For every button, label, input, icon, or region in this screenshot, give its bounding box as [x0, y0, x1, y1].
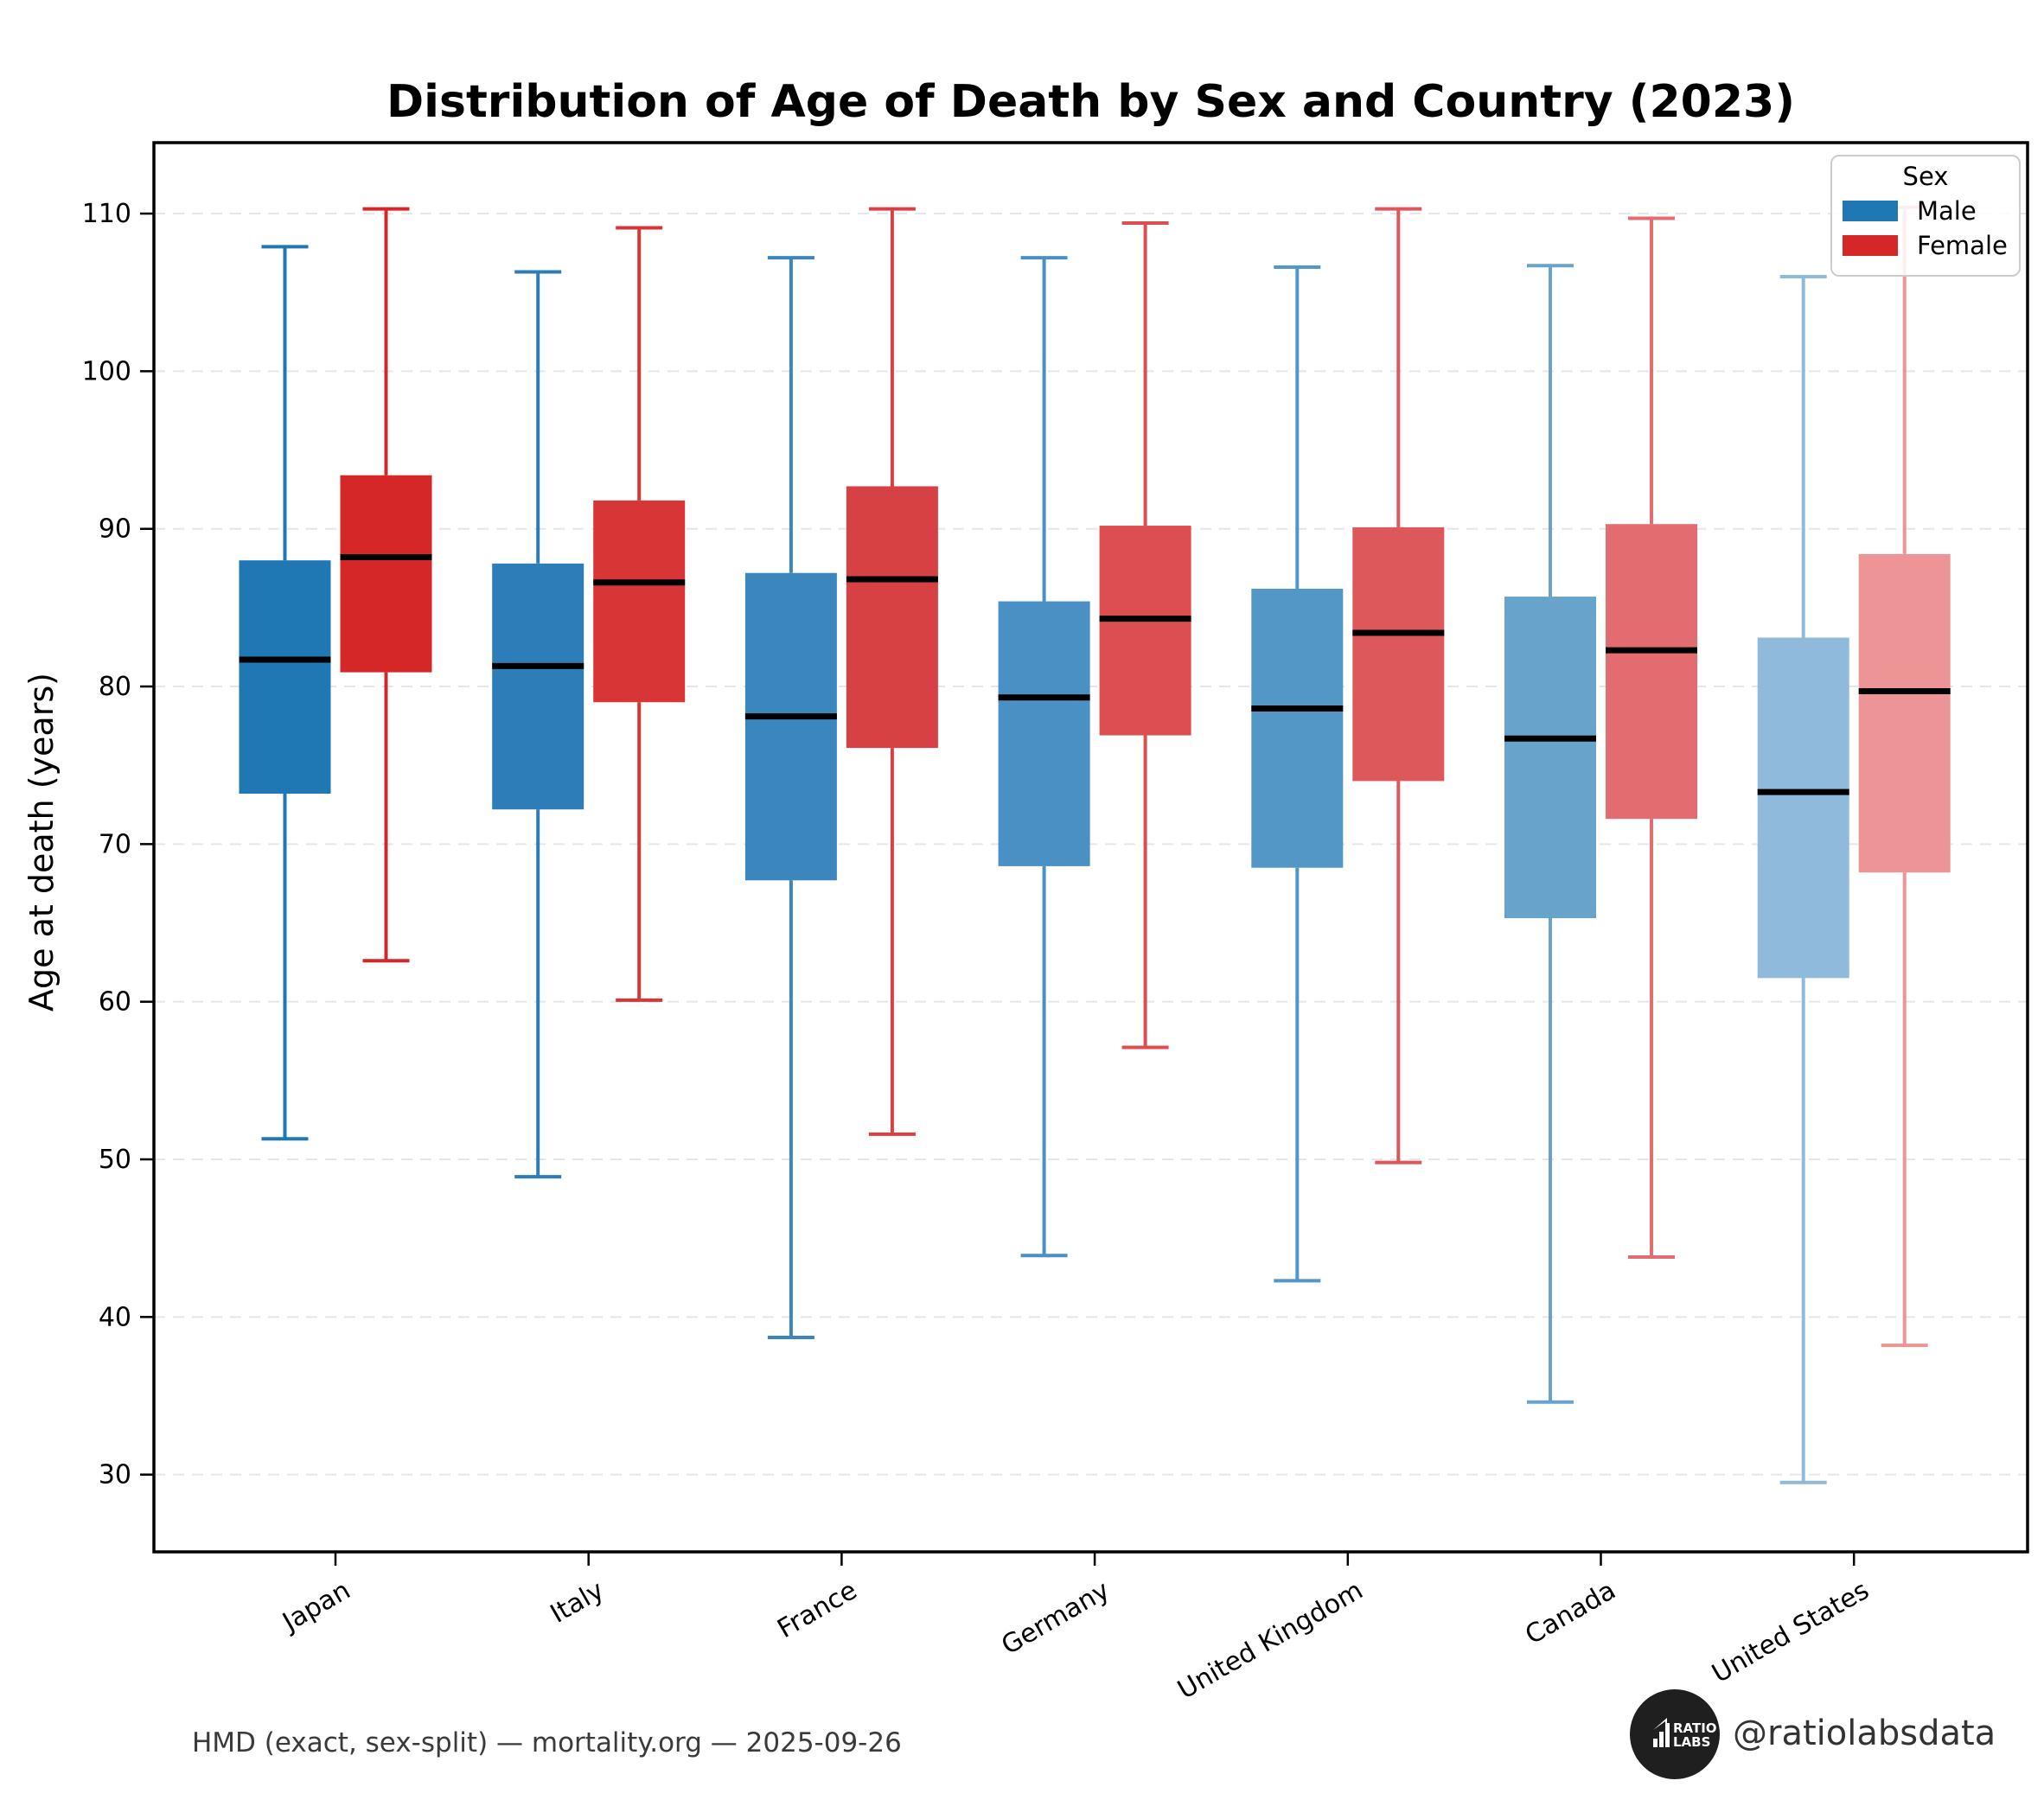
chart-title: Distribution of Age of Death by Sex and …: [386, 76, 1795, 128]
y-tick-label-70: 70: [99, 829, 131, 859]
box-female-united-kingdom: [1352, 527, 1445, 782]
box-male-germany: [998, 601, 1090, 866]
box-female-germany: [1099, 526, 1191, 736]
box-female-italy: [593, 500, 686, 703]
y-tick-label-80: 80: [99, 672, 131, 702]
legend-row-male: Male: [1843, 196, 2009, 226]
box-male-canada: [1504, 597, 1596, 919]
social-handle: @ratiolabsdata: [1733, 1714, 1996, 1753]
y-tick-label-40: 40: [99, 1302, 131, 1332]
plot-frame: [152, 141, 2029, 1554]
logo-text-line1: RATIO: [1673, 1720, 1717, 1736]
box-male-japan: [239, 560, 331, 795]
data-source-caption: HMD (exact, sex-split) — mortality.org —…: [192, 1727, 902, 1758]
y-tick-label-30: 30: [99, 1460, 131, 1490]
box-female-canada: [1606, 524, 1697, 820]
box-male-united-states: [1757, 637, 1849, 979]
bar-chart-icon: [1653, 1718, 1670, 1747]
legend-row-female: Female: [1843, 231, 2009, 260]
ratio-labs-logo: RATIO LABS: [1630, 1689, 1720, 1779]
box-female-united-states: [1858, 553, 1951, 873]
logo-text-line2: LABS: [1673, 1734, 1710, 1750]
male-color-swatch: [1843, 201, 1898, 221]
box-male-italy: [492, 563, 584, 810]
female-color-swatch: [1843, 235, 1898, 256]
y-tick-label-110: 110: [82, 199, 131, 229]
box-female-france: [846, 486, 938, 749]
legend-label-male: Male: [1917, 196, 1977, 226]
y-tick-label-60: 60: [99, 987, 131, 1018]
legend: Sex Male Female: [1830, 155, 2021, 277]
legend-title: Sex: [1902, 162, 1949, 191]
box-male-france: [744, 572, 837, 881]
box-male-united-kingdom: [1251, 588, 1344, 868]
y-tick-label-100: 100: [82, 356, 131, 386]
y-tick-label-90: 90: [99, 514, 131, 545]
legend-label-female: Female: [1917, 231, 2008, 260]
y-tick-label-50: 50: [99, 1145, 131, 1175]
y-axis-label: Age at death (years): [22, 673, 61, 1012]
box-female-japan: [340, 475, 432, 673]
